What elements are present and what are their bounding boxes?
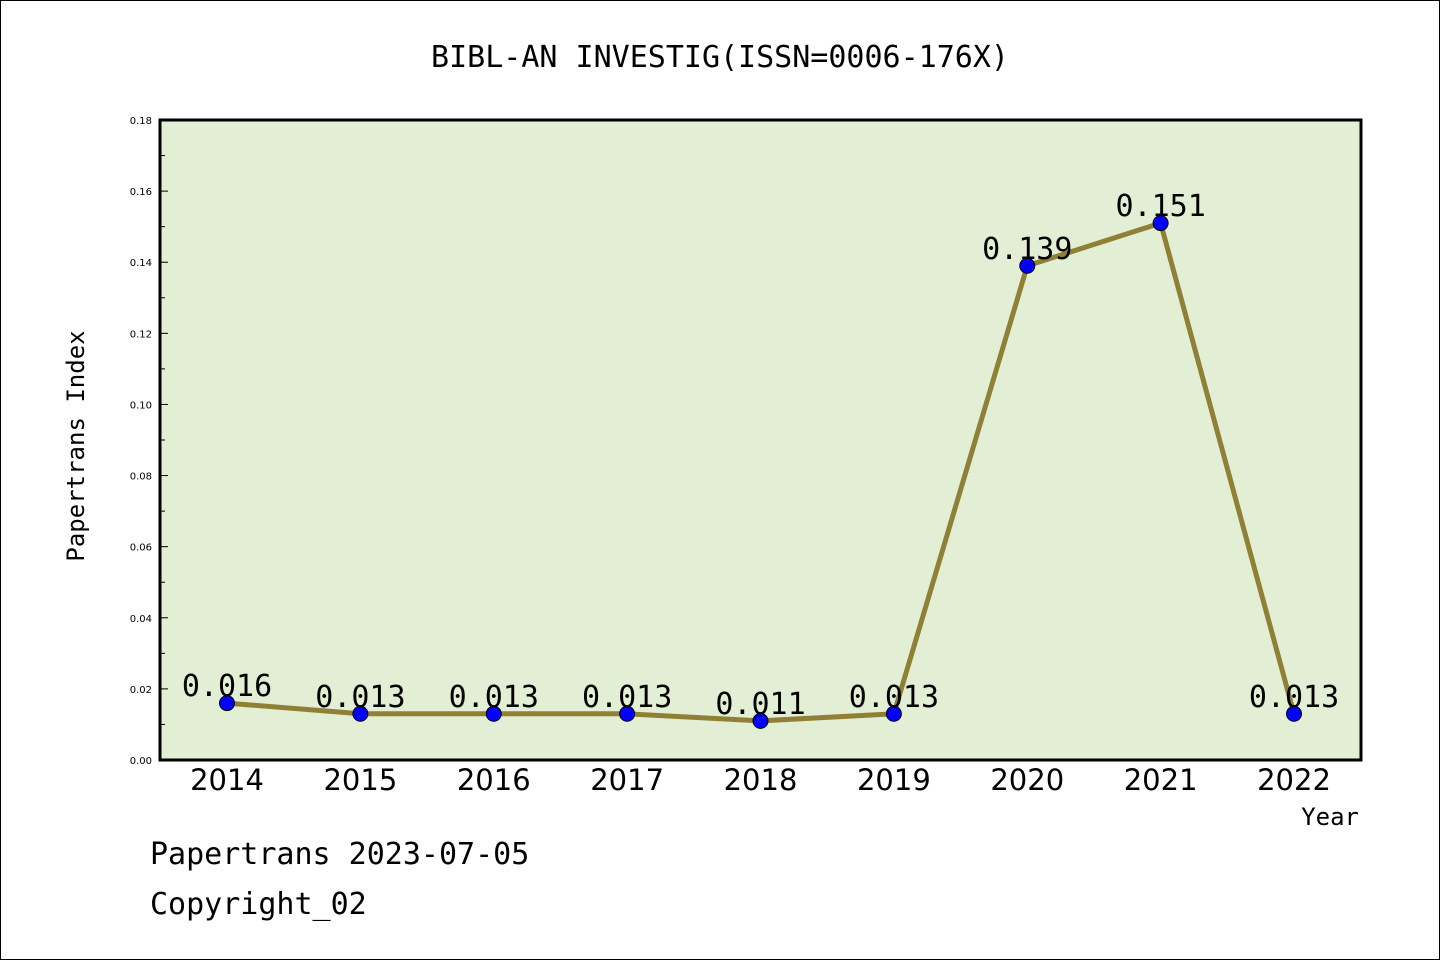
data-point bbox=[485, 705, 502, 722]
y-tick-label: 0.14 bbox=[130, 258, 152, 269]
data-point bbox=[752, 712, 769, 729]
x-tick-label: 2021 bbox=[1124, 763, 1198, 797]
data-point bbox=[352, 705, 369, 722]
x-tick-label: 2022 bbox=[1257, 763, 1331, 797]
y-tick-label: 0.12 bbox=[130, 329, 152, 340]
y-axis-label: Papertrans Index bbox=[62, 330, 90, 561]
x-tick-label: 2018 bbox=[724, 763, 798, 797]
x-tick-label: 2017 bbox=[590, 763, 664, 797]
chart-title: BIBL-AN INVESTIG(ISSN=0006-176X) bbox=[431, 40, 1009, 75]
data-point bbox=[1019, 257, 1036, 274]
data-point bbox=[1286, 705, 1302, 722]
data-label: 0.013 bbox=[315, 680, 405, 715]
data-label: 0.013 bbox=[449, 680, 539, 715]
y-tick-label: 0.10 bbox=[130, 400, 152, 411]
y-tick-label: 0.06 bbox=[130, 543, 152, 554]
data-label: 0.013 bbox=[582, 680, 672, 715]
data-label: 0.013 bbox=[849, 680, 939, 715]
y-tick-label: 0.16 bbox=[130, 187, 152, 198]
x-axis-label: Year bbox=[1301, 803, 1359, 831]
y-tick-label: 0.18 bbox=[130, 116, 152, 127]
data-label: 0.013 bbox=[1249, 680, 1339, 715]
x-axis: 2014 2015 2016 2017 2018 2019 2020 2021 2022 bbox=[190, 763, 1331, 797]
y-tick-label: 0.00 bbox=[130, 756, 152, 767]
y-tick-label: 0.02 bbox=[130, 685, 152, 696]
data-label: 0.011 bbox=[715, 687, 805, 722]
series-markers bbox=[219, 215, 1302, 729]
x-tick-label: 2020 bbox=[990, 763, 1064, 797]
footer-copyright: Copyright_02 bbox=[150, 887, 367, 922]
data-label: 0.151 bbox=[1115, 189, 1205, 224]
y-tick-label: 0.08 bbox=[130, 472, 152, 483]
x-tick-label: 2014 bbox=[190, 763, 264, 797]
x-tick-label: 2015 bbox=[323, 763, 397, 797]
data-point bbox=[885, 705, 902, 722]
footer-date: Papertrans 2023-07-05 bbox=[150, 837, 529, 872]
x-tick-label: 2016 bbox=[457, 763, 531, 797]
data-point bbox=[219, 695, 235, 712]
data-label: 0.139 bbox=[982, 232, 1072, 267]
data-point bbox=[1152, 215, 1169, 232]
data-label: 0.016 bbox=[182, 669, 272, 704]
x-tick-label: 2019 bbox=[857, 763, 931, 797]
data-point bbox=[619, 705, 636, 722]
y-axis: 0.00 0.02 0.04 0.06 0.08 0.10 0.12 0.14 0.16 0.18 bbox=[130, 116, 168, 767]
y-tick-label: 0.04 bbox=[130, 614, 152, 625]
data-labels: 0.016 0.013 0.013 0.013 0.011 0.013 0.139 0.151… bbox=[182, 189, 1339, 722]
